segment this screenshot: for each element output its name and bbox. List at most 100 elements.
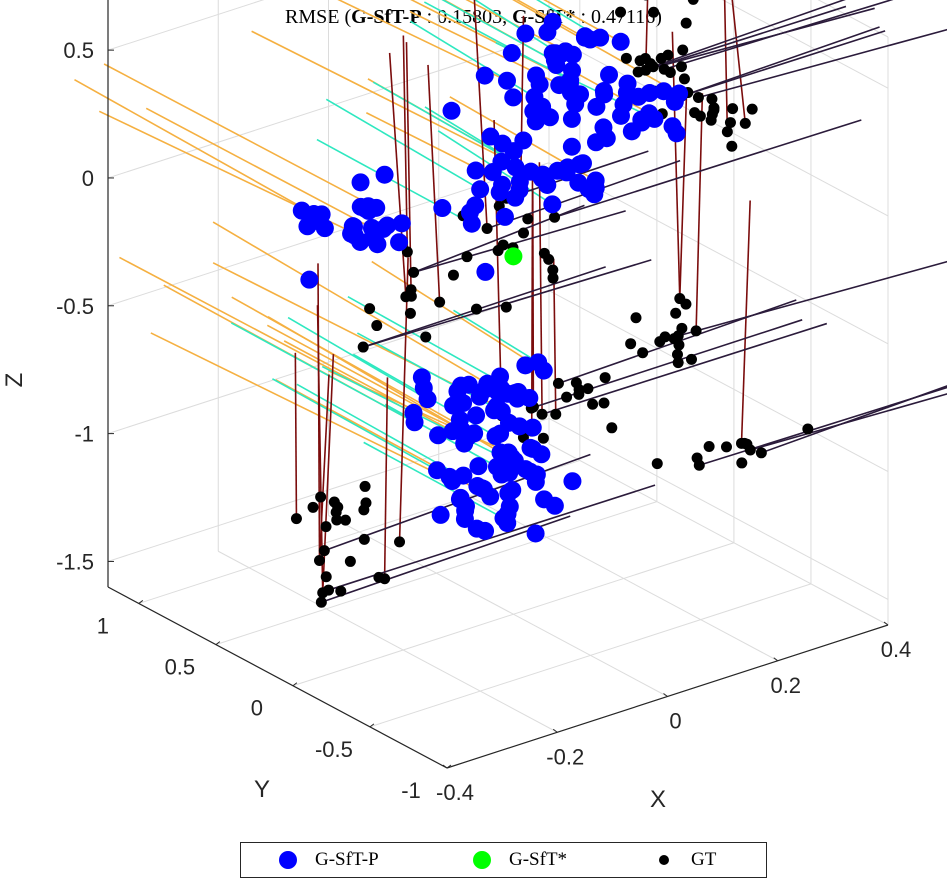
grid-line (548, 290, 889, 473)
x-tick (552, 728, 558, 733)
gt-point (360, 497, 372, 509)
x-axis-label: X (650, 786, 666, 813)
axis-vector-line (362, 266, 606, 348)
pred-point (462, 214, 481, 233)
axis-vector-line (119, 256, 414, 414)
axis-vector-line (740, 200, 751, 444)
gt-point (703, 440, 715, 452)
pred-point (469, 457, 488, 476)
pred-point (504, 142, 523, 161)
y-tick (215, 641, 221, 645)
gt-point (552, 377, 564, 389)
gt-point (408, 266, 420, 278)
gt-point (461, 251, 473, 263)
gt-point (662, 49, 674, 61)
pred-point (414, 378, 433, 397)
y-axis-line (107, 586, 448, 769)
gt-point (522, 213, 534, 225)
gt-point (672, 357, 684, 369)
pred-point (665, 92, 684, 111)
grid-line (218, 550, 558, 733)
pred-point (566, 94, 585, 113)
pred-point (301, 213, 320, 232)
gt-point (500, 301, 512, 313)
axis-vector-line (325, 98, 481, 190)
pred-point (486, 427, 505, 446)
axis-vector-line (681, 30, 886, 97)
pred-point (442, 101, 461, 120)
grid-line (369, 583, 812, 728)
pred-point (491, 367, 510, 386)
axis-vector-line (453, 309, 539, 364)
legend-item-gt: GT (659, 849, 716, 871)
axis-vector-line (663, 0, 894, 70)
gt-point (705, 114, 717, 126)
axis-vector-line (536, 0, 601, 39)
pred-point (467, 406, 486, 425)
pred-point (611, 32, 630, 51)
axis-vector-line (317, 263, 321, 561)
gt-point (536, 408, 548, 420)
pred-point (495, 207, 514, 226)
gt-point (315, 596, 327, 608)
pred-point (450, 410, 469, 429)
gt-point (651, 458, 663, 470)
y-tick-label: -1 (401, 778, 421, 803)
x-tick (663, 693, 668, 697)
pred-point (315, 219, 334, 238)
gt-point (689, 107, 701, 119)
gt-point (664, 66, 676, 78)
axis-vector-line (98, 110, 378, 245)
gt-point (721, 126, 733, 138)
axis-vector-line (723, 0, 729, 132)
pred-point (475, 66, 494, 85)
gt-point (339, 514, 351, 526)
pred-point (527, 66, 546, 85)
gt-point (561, 391, 573, 403)
gt-point (724, 117, 736, 129)
gt-point (358, 533, 370, 545)
pred-point (497, 71, 516, 90)
pred-point (579, 180, 598, 199)
pred-point (516, 356, 535, 375)
z-tick-label: -1.5 (56, 549, 94, 574)
gt-point (625, 338, 637, 350)
title-prefix: RMSE ( (285, 6, 352, 28)
gt-point (620, 52, 632, 64)
gt-point (313, 555, 325, 567)
gt-point (736, 457, 748, 469)
pred-point (614, 95, 633, 114)
gt-point (738, 437, 750, 449)
axis-vector-line (74, 78, 315, 215)
pred-point (390, 233, 409, 252)
pred-point (471, 180, 490, 199)
axis-vector-line (337, 0, 508, 82)
gt-point (547, 264, 559, 276)
pred-point (663, 117, 682, 136)
gt-point (470, 303, 482, 315)
grid-line (721, 0, 889, 89)
axis-vector-line (699, 386, 947, 467)
grid-line (328, 515, 668, 697)
pred-point (428, 461, 447, 480)
pred-points-layer (292, 12, 689, 543)
gt-point (727, 103, 739, 115)
grid-line (107, 34, 550, 179)
pred-point (375, 165, 394, 184)
gt-point (678, 73, 690, 85)
gt-point (538, 247, 550, 259)
gt-point (405, 290, 417, 302)
gt-point (332, 501, 344, 513)
pred-point (431, 505, 450, 524)
pred-point (543, 44, 562, 63)
gt-point (573, 384, 585, 396)
x-tick-label: -0.4 (436, 780, 474, 805)
axis-vector-line (681, 26, 880, 97)
gt-point (674, 293, 686, 305)
x-tick-label: -0.2 (546, 744, 584, 769)
axis-vector-line (145, 107, 373, 229)
axis-vector-line (283, 340, 454, 432)
pred-point (466, 161, 485, 180)
pred-point (591, 28, 610, 47)
axis-vector-line (473, 0, 561, 56)
